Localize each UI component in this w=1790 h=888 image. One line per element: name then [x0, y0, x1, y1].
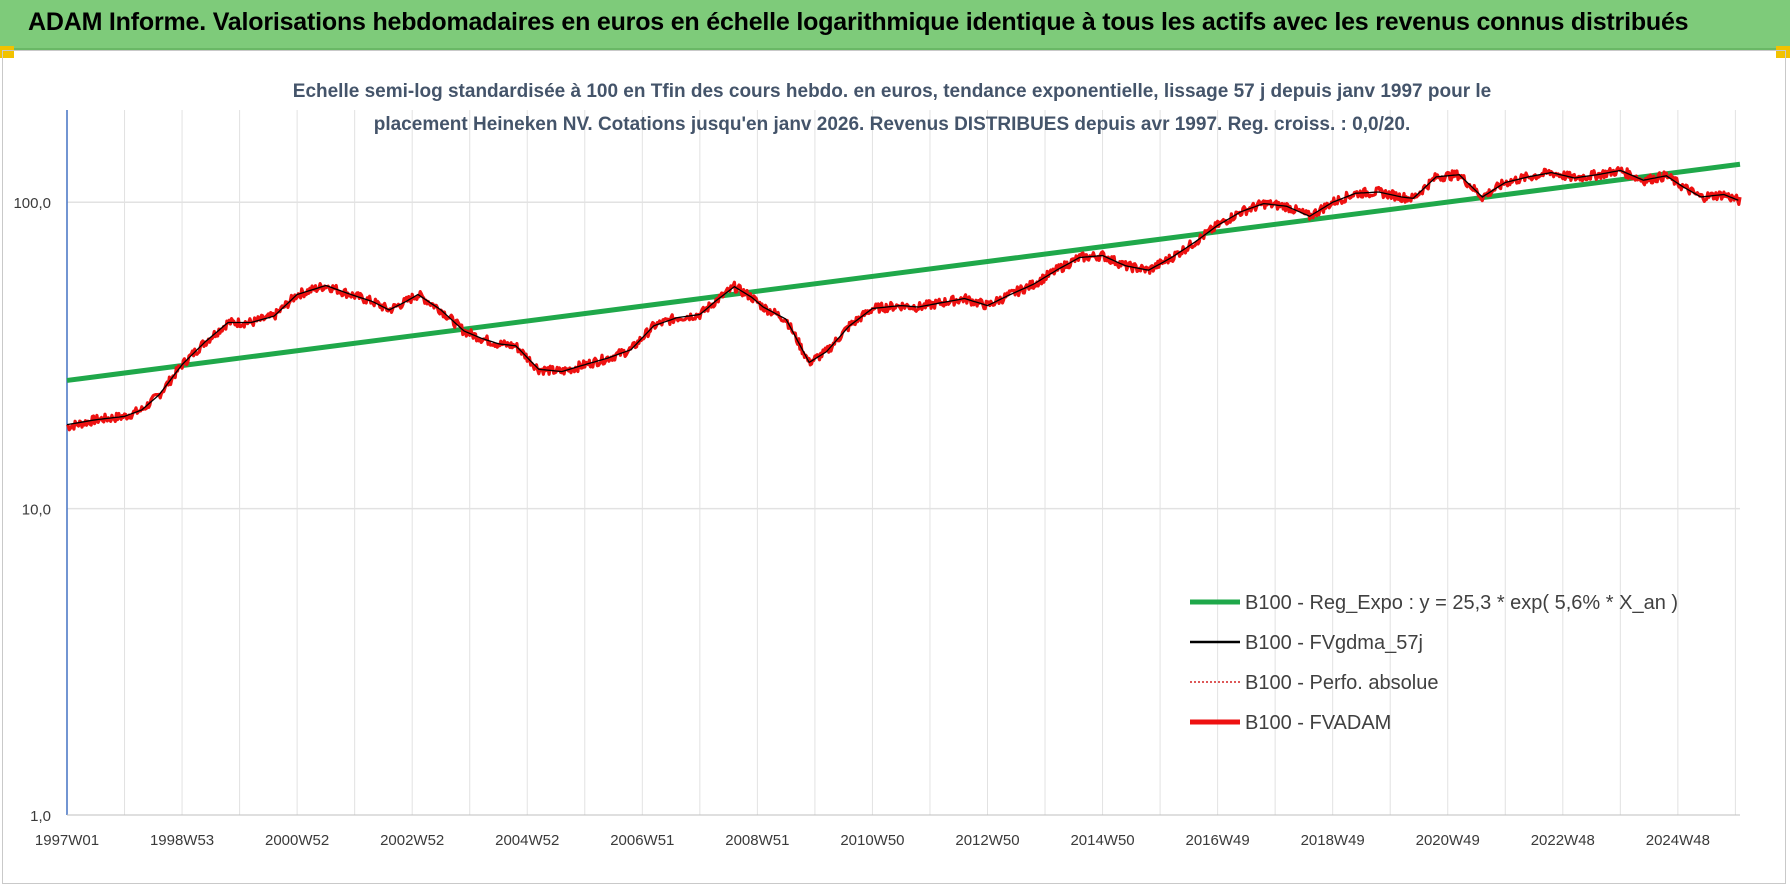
x-tick-label: 2004W52 — [495, 832, 559, 849]
series-layer — [66, 161, 1742, 432]
x-tick-label: 1998W53 — [150, 832, 214, 849]
x-axis-ticks: 1997W01 1998W53 2000W52 2002W52 2004W52 2006W… — [35, 832, 1710, 849]
series-regression-line — [66, 161, 1741, 383]
y-tick-label: 10,0 — [22, 502, 51, 519]
chart-title-line-2: placement Heineken NV. Cotations jusqu'e… — [374, 114, 1411, 135]
report-banner: ADAM Informe. Valorisations hebdomadaire… — [0, 0, 1790, 50]
x-tick-label: 2020W49 — [1416, 832, 1480, 849]
chart-grid — [66, 110, 1740, 816]
y-tick-label: 100,0 — [13, 195, 51, 212]
x-tick-label: 2018W49 — [1301, 832, 1365, 849]
series-fvgdma-line — [66, 169, 1739, 426]
legend-label-regression: B100 - Reg_Expo : y = 25,3 * exp( 5,6% *… — [1245, 592, 1678, 614]
x-tick-label: 2008W51 — [725, 832, 789, 849]
x-tick-label: 2016W49 — [1186, 832, 1250, 849]
x-tick-label: 2014W50 — [1070, 832, 1134, 849]
x-tick-label: 2010W50 — [840, 832, 904, 849]
report-title: ADAM Informe. Valorisations hebdomadaire… — [28, 8, 1689, 36]
corner-marker — [0, 46, 14, 58]
series-fvadam-line — [66, 166, 1742, 432]
legend-label-fvgdma: B100 - FVgdma_57j — [1245, 632, 1423, 654]
chart-frame — [2, 50, 1786, 884]
y-tick-label: 1,0 — [30, 808, 51, 825]
x-tick-label: 2012W50 — [955, 832, 1019, 849]
x-tick-label: 2024W48 — [1646, 832, 1710, 849]
x-tick-label: 2022W48 — [1531, 832, 1595, 849]
x-tick-label: 1997W01 — [35, 832, 99, 849]
x-tick-label: 2000W52 — [265, 832, 329, 849]
x-tick-label: 2006W51 — [610, 832, 674, 849]
chart-title-line-1: Echelle semi-log standardisée à 100 en T… — [293, 81, 1491, 102]
y-axis-ticks: 1,0 10,0 100,0 — [13, 195, 51, 825]
legend-label-fvadam: B100 - FVADAM — [1245, 712, 1391, 734]
x-tick-label: 2002W52 — [380, 832, 444, 849]
legend: B100 - Reg_Expo : y = 25,3 * exp( 5,6% *… — [1190, 592, 1678, 734]
corner-marker — [1776, 46, 1790, 58]
legend-label-perfo: B100 - Perfo. absolue — [1245, 672, 1438, 694]
